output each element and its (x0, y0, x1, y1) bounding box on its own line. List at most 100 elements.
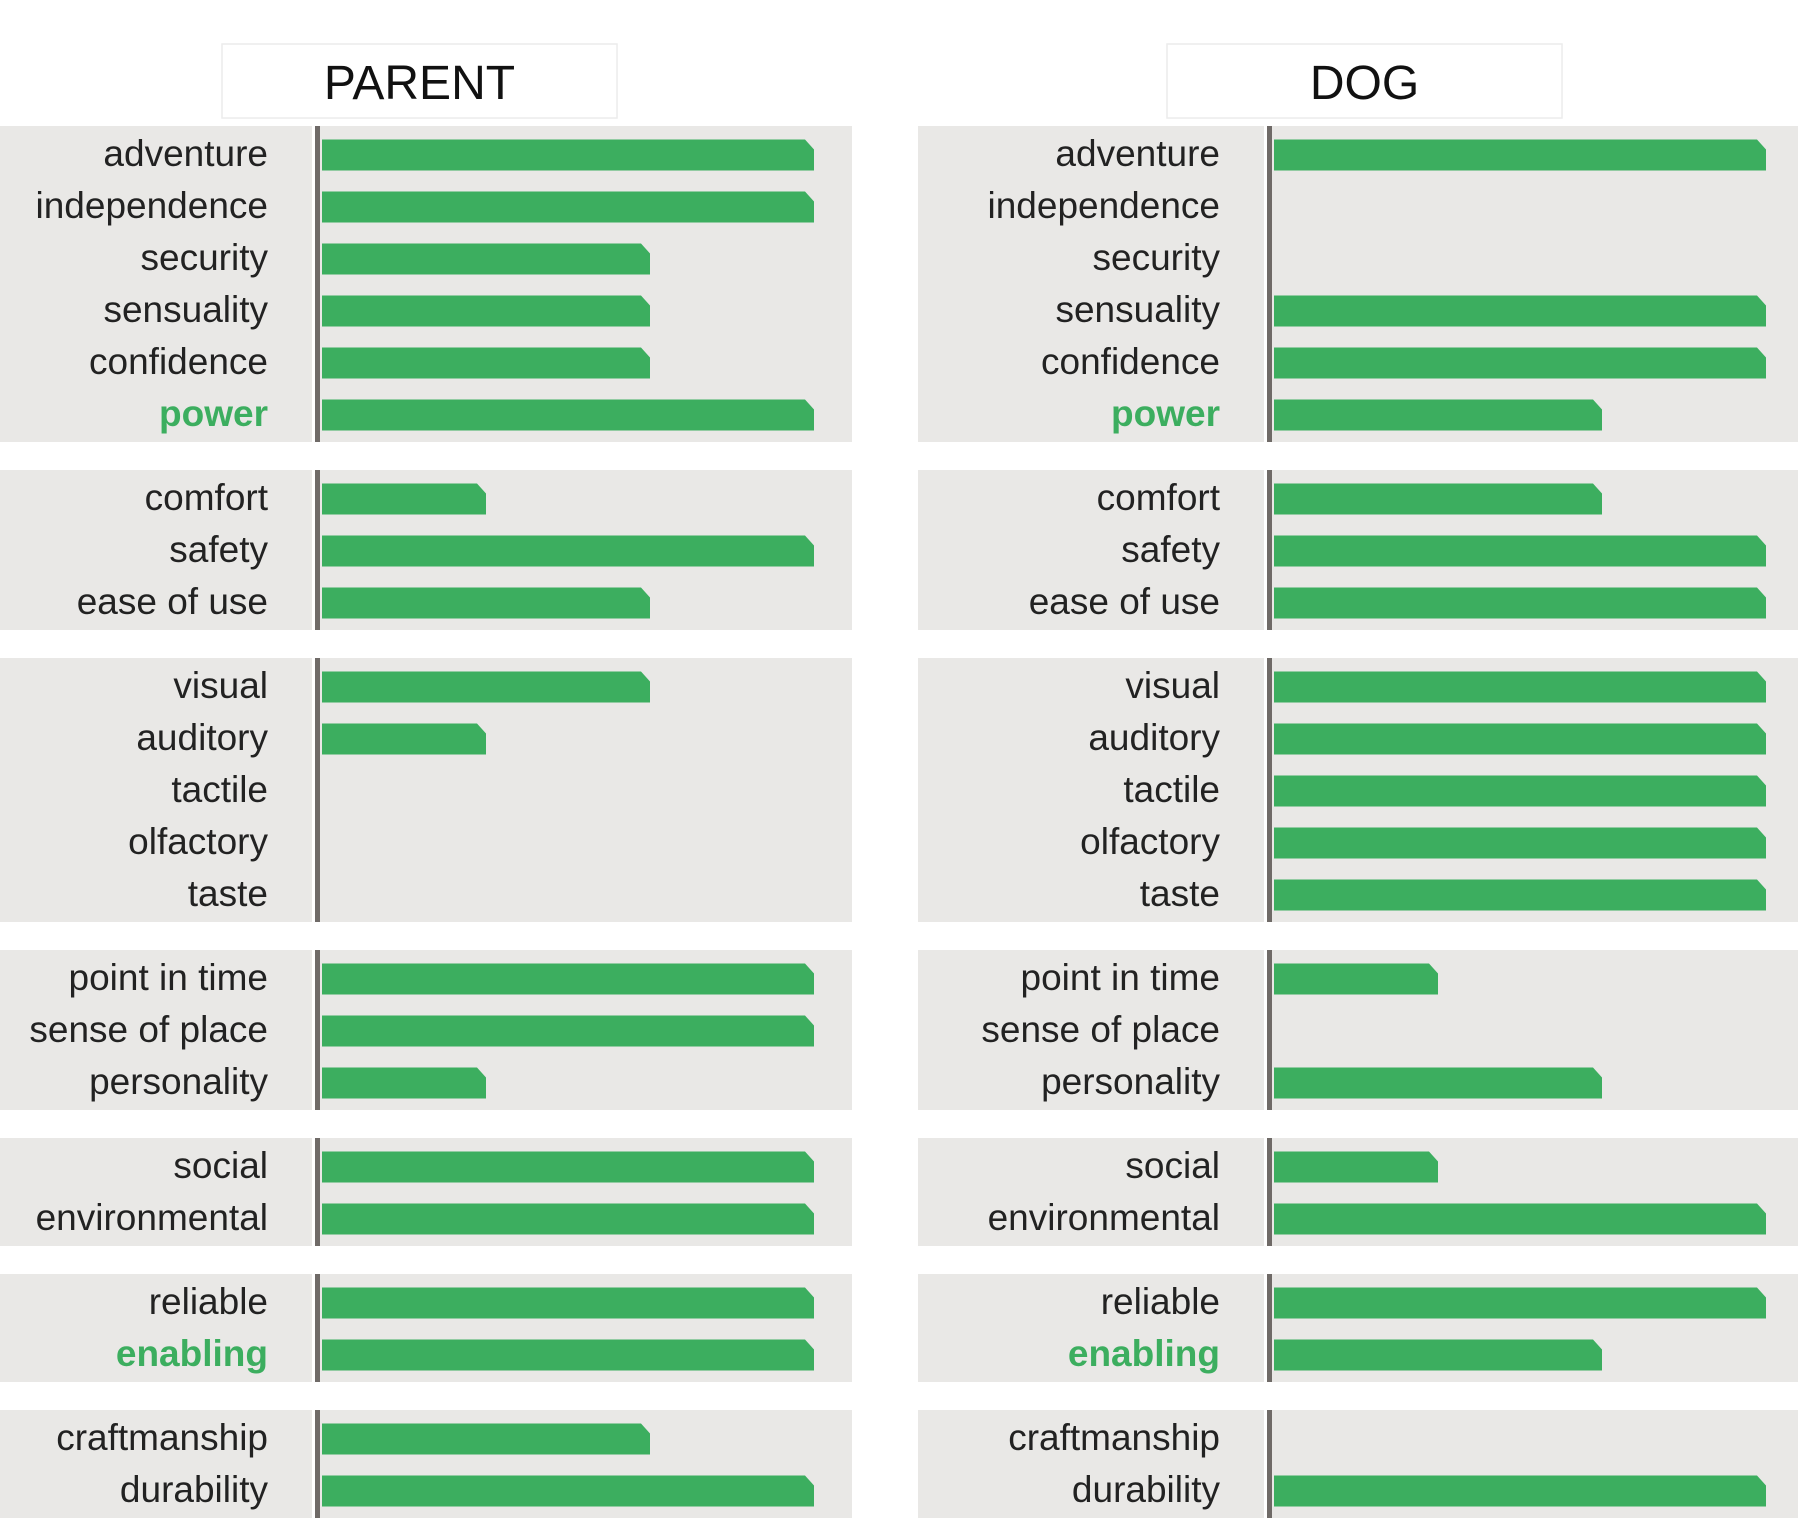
group-separator (1264, 1274, 1268, 1382)
label-adventure: adventure (1055, 133, 1220, 174)
label-confidence: confidence (1041, 341, 1220, 382)
dog-group-3: visual auditory tactile olfactory taste (918, 658, 1798, 922)
bar-dog-reliable (1274, 1287, 1766, 1319)
group-separator (1264, 470, 1268, 630)
bar-parent-power (322, 399, 814, 431)
label-tactile: tactile (1123, 769, 1220, 810)
label-security: security (1093, 237, 1221, 278)
label-durability: durability (1072, 1469, 1221, 1510)
dog-panel: DOG adventure independence security sensuali… (918, 43, 1798, 1518)
parent-panel: PARENT adventure independence security sensu… (0, 43, 852, 1518)
bar-dog-sensuality (1274, 295, 1766, 327)
bar-dog-olfactory (1274, 827, 1766, 859)
label-craftmanship: craftmanship (56, 1417, 268, 1458)
label-auditory: auditory (136, 717, 268, 758)
parent-group-2: comfort safety ease of use (0, 470, 852, 630)
label-enabling: enabling (1068, 1333, 1220, 1374)
label-confidence: confidence (89, 341, 268, 382)
group-separator (1264, 950, 1268, 1110)
bar-dog-auditory (1274, 723, 1766, 755)
bar-parent-reliable (322, 1287, 814, 1319)
bar-parent-safety (322, 535, 814, 567)
bar-dog-durability (1274, 1475, 1766, 1507)
bar-dog-social (1274, 1151, 1438, 1183)
label-environmental: environmental (988, 1197, 1220, 1238)
bar-dog-power (1274, 399, 1602, 431)
label-auditory: auditory (1088, 717, 1220, 758)
group-separator (312, 126, 316, 442)
bar-dog-comfort (1274, 483, 1602, 515)
label-environmental: environmental (36, 1197, 268, 1238)
dog-group-1: adventure independence security sensuality c… (918, 126, 1798, 442)
label-adventure: adventure (103, 133, 268, 174)
label-safety: safety (1121, 529, 1220, 570)
bar-parent-durability (322, 1475, 814, 1507)
label-social: social (173, 1145, 268, 1186)
label-sense-of-place: sense of place (29, 1009, 268, 1050)
group-separator (312, 1274, 316, 1382)
label-sensuality: sensuality (103, 289, 268, 330)
group-separator (312, 470, 316, 630)
bar-dog-confidence (1274, 347, 1766, 379)
parent-group-3: visual auditory tactile olfactory taste (0, 658, 852, 922)
bar-dog-enabling (1274, 1339, 1602, 1371)
label-ease-of-use: ease of use (77, 581, 268, 622)
bar-parent-social (322, 1151, 814, 1183)
bar-parent-adventure (322, 139, 814, 171)
label-enabling: enabling (116, 1333, 268, 1374)
label-power: power (1111, 393, 1220, 434)
bar-dog-ease-of-use (1274, 587, 1766, 619)
bar-parent-comfort (322, 483, 486, 515)
bar-dog-point-in-time (1274, 963, 1438, 995)
label-reliable: reliable (149, 1281, 268, 1322)
parent-group-7: craftmanship durability (0, 1410, 852, 1518)
parent-group-6: reliable enabling (0, 1274, 852, 1382)
group-separator (1264, 126, 1268, 442)
group-background (0, 126, 852, 442)
bar-parent-sense-of-place (322, 1015, 814, 1047)
bar-parent-personality (322, 1067, 486, 1099)
bar-parent-independence (322, 191, 814, 223)
dog-group-7: craftmanship durability (918, 1410, 1798, 1518)
label-taste: taste (1140, 873, 1220, 914)
bar-parent-point-in-time (322, 963, 814, 995)
dog-group-4: point in time sense of place personality (918, 950, 1798, 1110)
group-separator (312, 1410, 316, 1518)
label-point-in-time: point in time (69, 957, 269, 998)
parent-title: PARENT (324, 57, 515, 110)
parent-header-box (221, 43, 618, 119)
label-comfort: comfort (1097, 477, 1221, 518)
group-separator (312, 658, 316, 922)
label-safety: safety (169, 529, 268, 570)
bar-dog-environmental (1274, 1203, 1766, 1235)
bar-dog-adventure (1274, 139, 1766, 171)
label-independence: independence (36, 185, 269, 226)
label-craftmanship: craftmanship (1008, 1417, 1220, 1458)
label-sense-of-place: sense of place (981, 1009, 1220, 1050)
parent-group-5: social environmental (0, 1138, 852, 1246)
group-separator (1264, 1138, 1268, 1246)
parent-group-1: adventure independence security sensuality c… (0, 126, 852, 442)
label-visual: visual (173, 665, 268, 706)
label-point-in-time: point in time (1021, 957, 1221, 998)
label-sensuality: sensuality (1055, 289, 1220, 330)
dog-header-box (1166, 43, 1563, 119)
label-personality: personality (89, 1061, 268, 1102)
bar-dog-tactile (1274, 775, 1766, 807)
label-personality: personality (1041, 1061, 1220, 1102)
bar-dog-visual (1274, 671, 1766, 703)
bar-dog-safety (1274, 535, 1766, 567)
label-taste: taste (188, 873, 268, 914)
bar-parent-ease-of-use (322, 587, 650, 619)
label-social: social (1125, 1145, 1220, 1186)
bar-parent-auditory (322, 723, 486, 755)
dog-group-6: reliable enabling (918, 1274, 1798, 1382)
bar-parent-security (322, 243, 650, 275)
group-separator (312, 1138, 316, 1246)
label-visual: visual (1125, 665, 1220, 706)
bar-parent-enabling (322, 1339, 814, 1371)
dog-group-2: comfort safety ease of use (918, 470, 1798, 630)
bar-parent-sensuality (322, 295, 650, 327)
group-separator (1264, 658, 1268, 922)
